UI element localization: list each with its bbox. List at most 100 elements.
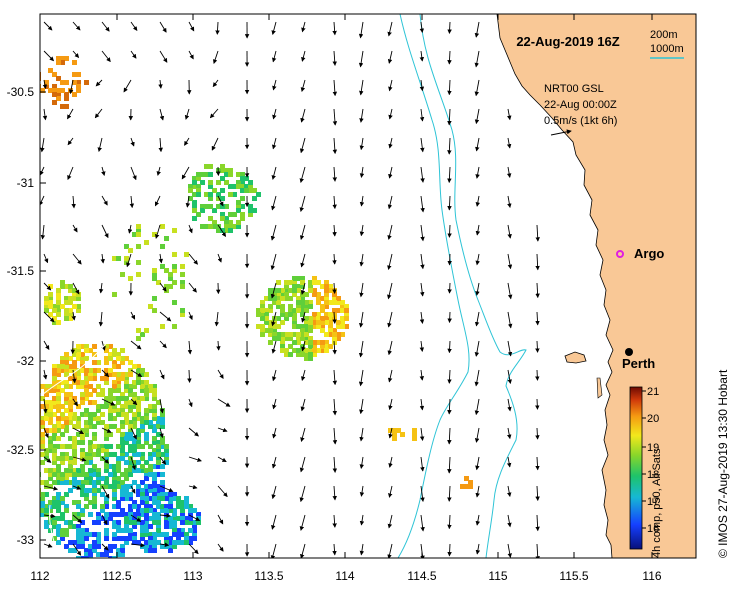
current-vector (185, 195, 191, 208)
current-vector (159, 50, 168, 63)
lon-tick-label: 112 (30, 569, 49, 583)
current-vector (359, 195, 365, 207)
current-vector (507, 224, 512, 239)
current-vector (506, 137, 512, 149)
current-vector (159, 398, 165, 414)
current-vector (130, 398, 138, 406)
lon-tick-label: 114 (335, 569, 354, 583)
current-vector (535, 485, 540, 502)
contour-1000m (397, 14, 470, 558)
current-vector (332, 195, 337, 210)
lon-tick-label: 115.5 (559, 569, 588, 583)
current-scale-label: 0.5m/s (1kt 6h) (544, 115, 617, 127)
current-vector (101, 166, 106, 177)
current-vector (419, 79, 425, 92)
current-vector (332, 21, 337, 36)
current-vector (447, 543, 452, 557)
current-vector (447, 137, 452, 155)
current-vector (188, 484, 198, 490)
lat-tick-label: -31.5 (7, 264, 35, 278)
current-vector (475, 253, 480, 266)
current-vector (188, 224, 193, 234)
current-vector (217, 543, 224, 552)
current-vector (507, 369, 512, 385)
current-vector (130, 485, 136, 494)
current-vector (332, 137, 338, 155)
current-vector (359, 137, 365, 151)
current-vector (388, 166, 393, 179)
current-vector (217, 427, 228, 433)
current-vector (67, 108, 74, 120)
current-vector (72, 456, 87, 462)
current-vector (299, 224, 306, 241)
current-vector (43, 253, 49, 264)
current-vector (447, 398, 452, 415)
current-vector (388, 398, 393, 411)
current-vector (272, 79, 277, 91)
current-vector (72, 398, 78, 407)
current-vector (301, 311, 306, 323)
current-vector (271, 485, 277, 500)
current-vector (535, 369, 540, 381)
current-vector (388, 485, 393, 498)
current-vector (420, 195, 425, 213)
current-vector (332, 50, 337, 66)
current-vector (212, 50, 219, 65)
current-vector (420, 514, 425, 532)
current-vector (271, 311, 277, 327)
current-vector (332, 456, 338, 473)
current-vector (270, 253, 277, 271)
current-vector (158, 79, 163, 89)
sst-front-line-2 (49, 504, 61, 558)
current-vector (43, 456, 52, 463)
current-vector (507, 485, 512, 498)
current-vector (181, 166, 190, 180)
current-vector (447, 79, 452, 96)
current-vector (507, 514, 512, 528)
current-vector (474, 427, 480, 443)
current-vector (359, 456, 365, 469)
current-vector (420, 166, 425, 183)
current-vector (447, 108, 452, 126)
current-vector (332, 311, 337, 324)
current-vector (388, 79, 393, 92)
current-vector (271, 195, 277, 211)
current-vector (475, 543, 481, 555)
current-vector (535, 543, 540, 558)
current-vector (507, 195, 512, 209)
current-vector (300, 427, 306, 443)
current-vector (101, 398, 116, 406)
sst-front-line (41, 309, 121, 396)
current-vector (72, 543, 82, 556)
current-vector (419, 282, 425, 297)
current-vector (159, 311, 172, 322)
current-vector (332, 224, 337, 237)
current-vector (447, 50, 452, 65)
current-vector (300, 398, 306, 412)
current-vector (159, 485, 174, 493)
current-vector (475, 166, 480, 179)
current-vector (271, 50, 277, 63)
current-vector (301, 50, 306, 62)
current-vector (535, 456, 540, 471)
current-vector (332, 79, 338, 97)
current-vector (72, 485, 82, 490)
current-vector (271, 340, 277, 354)
perth-marker-icon[interactable] (625, 348, 633, 356)
current-vector (300, 282, 306, 295)
current-vector (68, 79, 74, 95)
colorbar-tick-label: 21 (647, 386, 659, 398)
current-vector (299, 514, 306, 531)
current-vector (387, 50, 393, 64)
current-vector (101, 224, 109, 239)
current-vector (507, 108, 512, 121)
current-vector (217, 253, 222, 263)
argo-marker-icon[interactable] (616, 250, 624, 258)
current-vector (187, 369, 192, 383)
colorbar-tick-label: 16 (647, 523, 659, 535)
lat-tick-label: -32.5 (7, 443, 35, 457)
current-vector (154, 195, 161, 207)
current-vector (420, 224, 425, 242)
current-vector (212, 79, 219, 88)
colorbar-tick-label: 18 (647, 469, 659, 481)
